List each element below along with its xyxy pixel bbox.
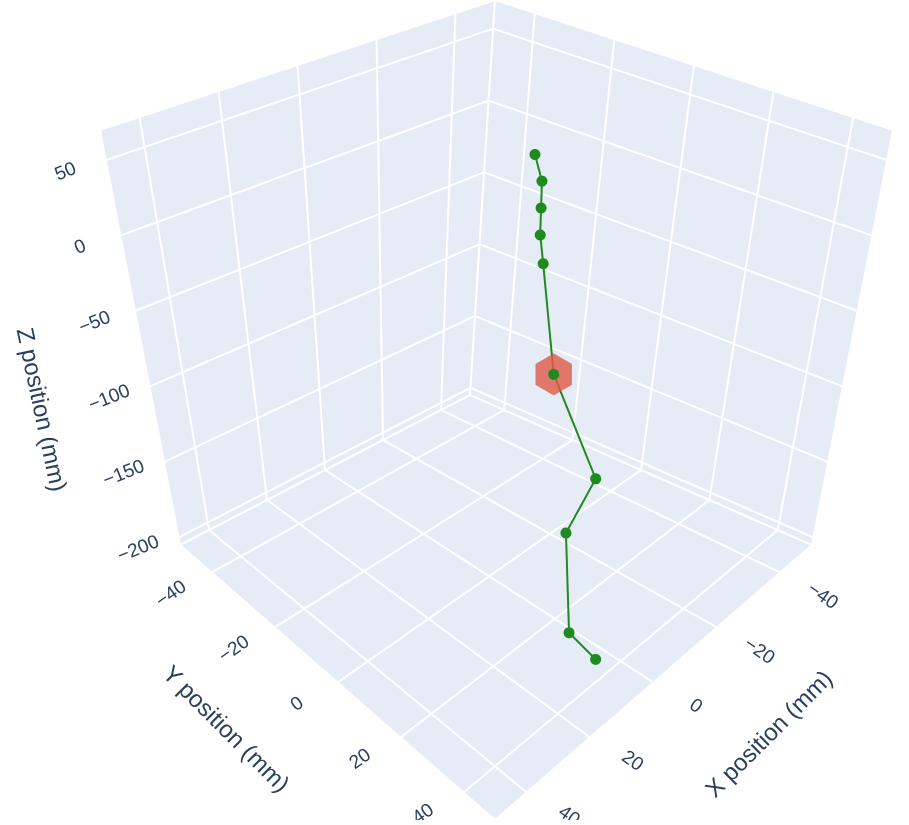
trajectory-point bbox=[536, 175, 548, 187]
trajectory-point bbox=[590, 473, 602, 485]
grid-line bbox=[462, 529, 779, 794]
z-tick-label: 50 bbox=[52, 158, 79, 185]
z-tick-label: −50 bbox=[76, 307, 114, 339]
grid-line bbox=[217, 90, 268, 501]
grid-line bbox=[483, 171, 859, 313]
grid-line bbox=[336, 469, 642, 684]
grid-line bbox=[708, 90, 775, 501]
x-tick-label: 0 bbox=[685, 694, 706, 717]
grid-line bbox=[776, 116, 855, 531]
grid-line bbox=[399, 499, 711, 739]
grid-line bbox=[375, 38, 384, 441]
x-tick-label: −40 bbox=[803, 578, 841, 614]
grid-line bbox=[440, 12, 457, 411]
grid-line bbox=[296, 64, 326, 471]
grid-line bbox=[149, 243, 480, 388]
y-tick-label: 0 bbox=[287, 692, 308, 715]
trajectory-point bbox=[548, 368, 560, 380]
y-tick-label: −40 bbox=[152, 576, 190, 612]
grid-line bbox=[503, 12, 536, 411]
x-tick-label: 20 bbox=[618, 746, 647, 775]
grid-line bbox=[488, 99, 873, 237]
grid-line bbox=[138, 116, 210, 531]
grid-line bbox=[571, 38, 616, 441]
z-axis-title: Z position (mm) bbox=[11, 325, 72, 494]
trajectory-point bbox=[563, 627, 575, 639]
y-tick-label: 40 bbox=[409, 799, 438, 820]
y-tick-label: 20 bbox=[346, 744, 375, 773]
y-tick-label: −20 bbox=[215, 631, 253, 667]
grid-line bbox=[211, 409, 505, 574]
trajectory-point bbox=[537, 258, 549, 270]
z-tick-label: 0 bbox=[71, 235, 89, 258]
grid-line bbox=[273, 439, 574, 629]
data-marks bbox=[529, 149, 602, 665]
z-tick-label: −100 bbox=[85, 380, 133, 416]
trajectory-point bbox=[534, 229, 546, 241]
grid-line bbox=[470, 386, 814, 539]
grid bbox=[105, 12, 888, 794]
trajectory-line bbox=[534, 154, 597, 661]
trajectory-point bbox=[535, 202, 547, 214]
trajectory-point bbox=[560, 527, 572, 539]
grid-line bbox=[134, 171, 485, 313]
grid-line bbox=[120, 99, 489, 237]
x-tick-label: −20 bbox=[740, 633, 778, 669]
grid-line bbox=[474, 315, 829, 463]
trajectory-point bbox=[590, 653, 602, 665]
grid-line bbox=[492, 27, 888, 162]
y-axis-title: Y position (mm) bbox=[157, 660, 295, 798]
grid-line bbox=[178, 386, 471, 539]
z-tick-label: −150 bbox=[100, 456, 148, 492]
x-tick-label: 40 bbox=[554, 801, 583, 820]
grid-line bbox=[640, 64, 695, 471]
grid-line bbox=[105, 27, 494, 162]
trajectory-point bbox=[529, 149, 541, 161]
x-axis-title: X position (mm) bbox=[700, 665, 838, 803]
grid-line bbox=[163, 315, 476, 463]
z-tick-label: −200 bbox=[115, 531, 163, 567]
